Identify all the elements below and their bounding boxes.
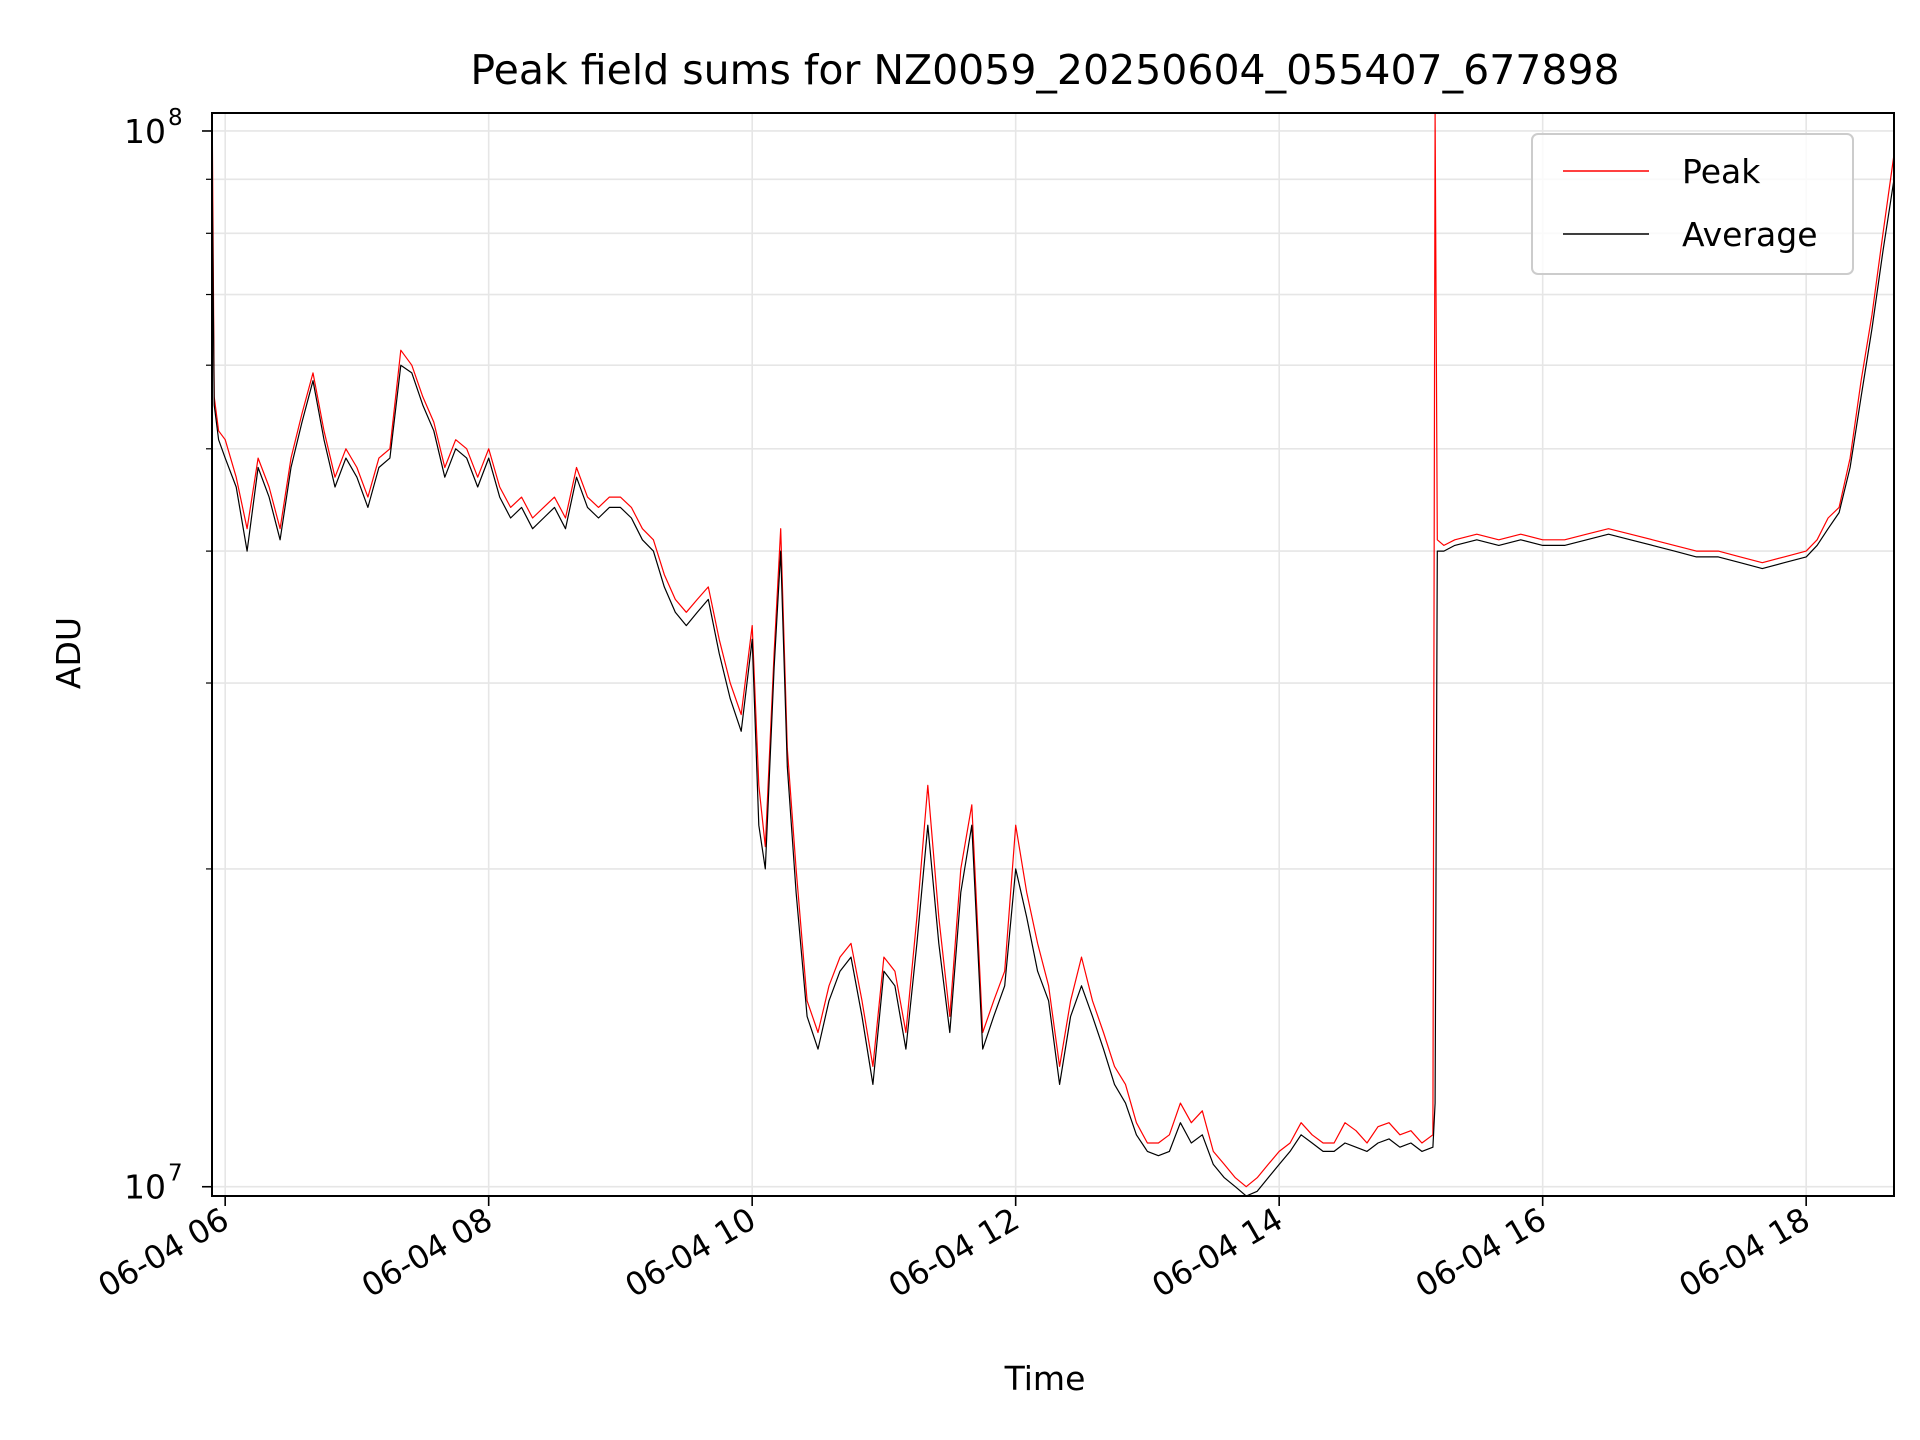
average-series-line — [212, 154, 1894, 1196]
chart-title: Peak field sums for NZ0059_20250604_0554… — [470, 46, 1619, 94]
legend-peak-label: Peak — [1682, 152, 1761, 191]
legend: Peak Average — [1531, 133, 1854, 275]
y-tick-label-exponent: 7 — [168, 1161, 183, 1187]
legend-box — [1531, 133, 1854, 275]
legend-average-label: Average — [1682, 215, 1818, 254]
x-axis-label: Time — [1004, 1359, 1086, 1398]
plot-area-frame — [211, 112, 1895, 1197]
grid — [212, 113, 1894, 1196]
y-axis-label: ADU — [49, 617, 88, 689]
y-tick-label-exponent: 8 — [168, 105, 183, 131]
y-tick-label: 10 — [124, 112, 166, 151]
y-tick-label: 10 — [124, 1168, 166, 1207]
series-layer — [212, 113, 1894, 1196]
peak-series-line — [212, 113, 1894, 1188]
